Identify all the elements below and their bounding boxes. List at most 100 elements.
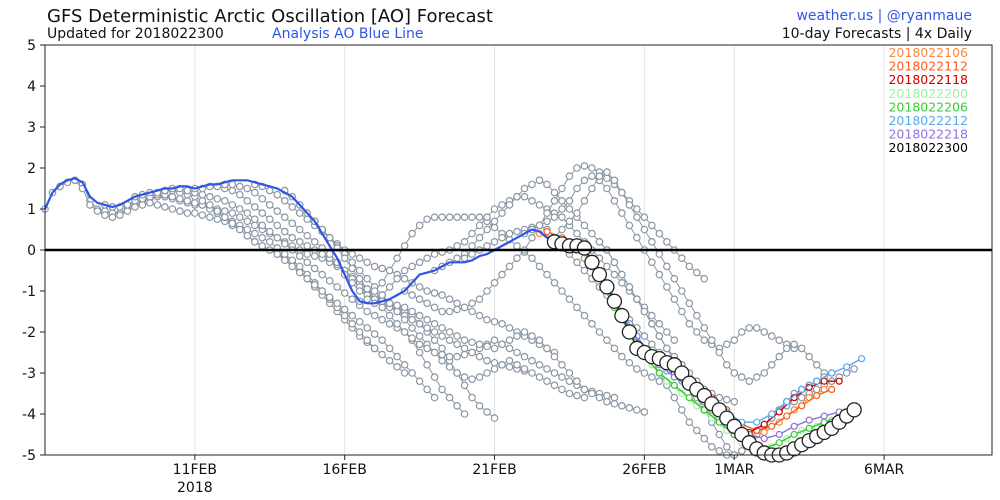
ensemble-point (453, 305, 461, 314)
ensemble-point (438, 332, 446, 340)
ensemble-point (460, 336, 469, 345)
x-tick-label: 1MAR (714, 462, 755, 478)
ensemble-point (228, 180, 237, 189)
x-tick-label: 16FEB (323, 462, 367, 478)
ensemble-point (385, 344, 394, 353)
prior-forecast-point (775, 439, 783, 447)
ensemble-point (745, 324, 754, 332)
ensemble-point (243, 197, 252, 205)
ensemble-point (490, 358, 499, 367)
ensemble-point (565, 217, 574, 226)
ensemble-point (370, 330, 379, 338)
ensemble-point (760, 369, 769, 377)
ensemble-point (520, 184, 529, 193)
ensemble-point (535, 336, 544, 345)
ensemble-point (453, 299, 461, 308)
ensemble-point (393, 254, 401, 263)
ensemble-point (543, 270, 551, 279)
ensemble-point (378, 315, 386, 324)
ensemble-point (790, 340, 799, 349)
ensemble-point (385, 311, 394, 320)
ensemble-point (453, 352, 461, 361)
ensemble-point (610, 399, 619, 408)
ensemble-point (370, 344, 379, 353)
ensemble-point (565, 389, 574, 398)
prior-forecast-point (760, 428, 768, 437)
ensemble-point (685, 262, 694, 271)
ensemble-point (228, 186, 237, 195)
ensemble-point (603, 184, 611, 193)
prior-forecast-point (858, 355, 866, 363)
ensemble-point (498, 233, 506, 242)
ensemble-point (400, 274, 409, 283)
ensemble-point (520, 352, 529, 361)
prior-forecast-point (775, 408, 783, 416)
latest-forecast-point (674, 365, 690, 381)
ensemble-point (363, 295, 371, 304)
ensemble-point (378, 278, 386, 287)
ensemble-point (640, 369, 649, 377)
prior-forecast-point (798, 402, 806, 410)
ensemble-point (700, 324, 709, 332)
ensemble-point (355, 266, 364, 275)
ensemble-point (430, 328, 439, 336)
latest-forecast-point (621, 324, 638, 340)
ensemble-point (678, 287, 686, 295)
analysis-note: Analysis AO Blue Line (272, 26, 424, 42)
ensemble-point (490, 344, 499, 353)
ensemble-point (648, 311, 656, 320)
prior-forecast-point (783, 412, 791, 420)
prior-forecast-point (798, 385, 806, 393)
legend-entry: 2018022118 (888, 72, 968, 87)
ensemble-point (191, 209, 199, 217)
ensemble-point (191, 199, 199, 207)
ensemble-point (610, 258, 619, 267)
ensemble-point (580, 385, 589, 394)
ensemble-point (453, 369, 461, 377)
ensemble-point (490, 365, 499, 373)
ensemble-point (535, 221, 544, 230)
y-tick-label: 5 (27, 38, 36, 54)
ensemble-point (340, 305, 349, 314)
chart-title: GFS Deterministic Arctic Oscillation [AO… (47, 6, 493, 27)
ensemble-point (655, 270, 664, 279)
ensemble-point (767, 332, 776, 340)
ensemble-point (423, 385, 431, 394)
ensemble-point (558, 213, 566, 222)
ensemble-point (752, 324, 761, 332)
ensemble-point (670, 393, 679, 402)
ensemble-point (250, 221, 259, 230)
credit-link[interactable]: weather.us | @ryanmaue (796, 8, 972, 24)
subtitle-right: 10-day Forecasts | 4x Daily (782, 26, 972, 42)
ensemble-point (483, 315, 491, 324)
ensemble-point (438, 356, 446, 365)
ensemble-point (565, 172, 574, 181)
ensemble-point (707, 336, 716, 345)
ensemble-point (415, 295, 424, 304)
ensemble-point (213, 194, 222, 203)
ensemble-point (273, 207, 282, 215)
ensemble-point (258, 221, 267, 230)
ensemble-point (408, 229, 416, 238)
ensemble-point (295, 209, 304, 217)
legend-entry: 2018022106 (888, 45, 968, 60)
prior-forecast-point (768, 422, 776, 430)
ensemble-point (265, 227, 274, 236)
ensemble-point (580, 162, 589, 170)
ensemble-point (310, 238, 319, 246)
ensemble-point (475, 373, 484, 381)
ensemble-point (678, 406, 686, 414)
ensemble-point (221, 213, 229, 222)
ensemble-point (453, 401, 461, 410)
ensemble-point (565, 377, 574, 386)
ensemble-point (250, 203, 259, 211)
latest-forecast-point (591, 266, 608, 283)
ensemble-point (198, 197, 207, 205)
ensemble-point (325, 250, 334, 258)
ensemble-point (842, 369, 851, 377)
ensemble-point (603, 168, 611, 176)
ensemble-point (303, 250, 312, 258)
ensemble-point (430, 319, 439, 328)
ensemble-point (633, 205, 641, 213)
ensemble-point (543, 217, 551, 226)
